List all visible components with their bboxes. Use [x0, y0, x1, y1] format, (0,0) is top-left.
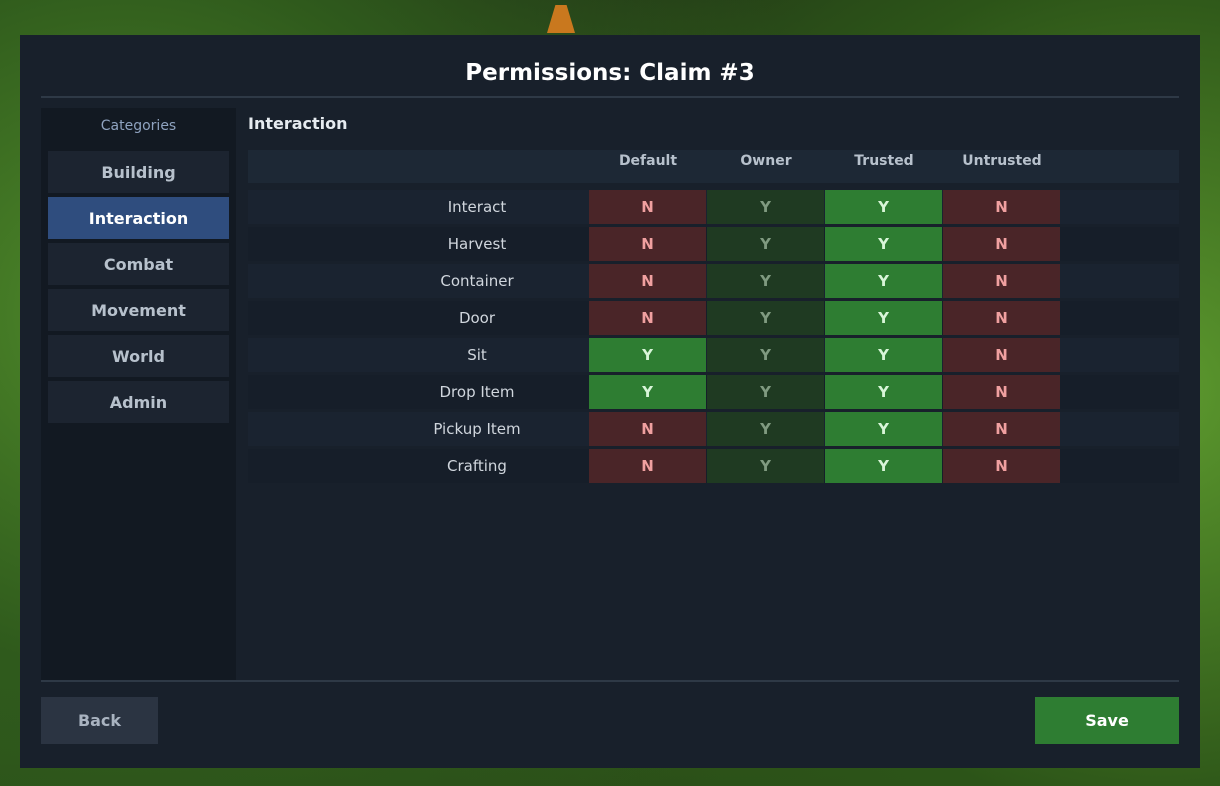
permission-toggle[interactable]: Y: [825, 375, 942, 409]
row-label: Container: [440, 272, 514, 290]
category-button[interactable]: Movement: [48, 289, 229, 331]
category-button[interactable]: Interaction: [48, 197, 229, 239]
sidebar: Categories Building Interaction Combat Move…: [41, 108, 236, 680]
permission-toggle[interactable]: N: [943, 227, 1060, 261]
permission-toggle[interactable]: N: [943, 449, 1060, 483]
column-header: Default: [618, 153, 678, 169]
panel-title: Permissions: Claim #3: [465, 60, 755, 86]
row-label: Pickup Item: [433, 420, 521, 438]
permission-toggle: Y: [707, 338, 824, 372]
permission-toggle[interactable]: N: [943, 412, 1060, 446]
row-label: Crafting: [447, 457, 507, 475]
permission-toggle[interactable]: N: [943, 338, 1060, 372]
category-button[interactable]: Building: [48, 151, 229, 193]
table-header: [248, 150, 1179, 183]
permission-toggle[interactable]: Y: [825, 301, 942, 335]
permission-toggle[interactable]: N: [589, 190, 706, 224]
row-label: Interact: [447, 198, 507, 216]
permission-toggle[interactable]: N: [943, 190, 1060, 224]
permission-toggle: Y: [707, 301, 824, 335]
permission-toggle[interactable]: N: [943, 375, 1060, 409]
row-label: Door: [458, 309, 496, 327]
permission-toggle: Y: [707, 375, 824, 409]
row-label: Drop Item: [439, 383, 515, 401]
permission-toggle[interactable]: N: [589, 301, 706, 335]
permission-toggle: Y: [707, 264, 824, 298]
permission-toggle[interactable]: N: [589, 227, 706, 261]
permission-toggle[interactable]: Y: [825, 264, 942, 298]
permission-toggle[interactable]: Y: [589, 375, 706, 409]
permission-toggle[interactable]: N: [589, 264, 706, 298]
save-button[interactable]: Save: [1035, 697, 1179, 744]
permission-toggle[interactable]: Y: [825, 449, 942, 483]
permission-toggle: Y: [707, 449, 824, 483]
permission-toggle[interactable]: N: [943, 264, 1060, 298]
permission-toggle[interactable]: N: [589, 412, 706, 446]
column-header: Trusted: [854, 153, 914, 169]
permission-toggle[interactable]: Y: [825, 190, 942, 224]
category-button[interactable]: Admin: [48, 381, 229, 423]
row-label: Harvest: [447, 235, 507, 253]
permission-toggle: Y: [707, 412, 824, 446]
permission-toggle[interactable]: N: [943, 301, 1060, 335]
game-object: [547, 5, 575, 33]
permission-toggle: Y: [707, 227, 824, 261]
column-header: Owner: [740, 153, 792, 169]
permission-toggle[interactable]: N: [589, 449, 706, 483]
category-button[interactable]: Combat: [48, 243, 229, 285]
permission-toggle[interactable]: Y: [589, 338, 706, 372]
permission-toggle[interactable]: Y: [825, 338, 942, 372]
divider: [41, 96, 1179, 98]
back-button[interactable]: Back: [41, 697, 158, 744]
sidebar-heading: Categories: [100, 118, 177, 134]
section-title: Interaction: [248, 114, 348, 133]
permission-toggle[interactable]: Y: [825, 227, 942, 261]
permissions-panel: Permissions: Claim #3 Categories Buildin…: [20, 35, 1200, 768]
permission-toggle[interactable]: Y: [825, 412, 942, 446]
column-header: Untrusted: [962, 153, 1042, 169]
content: Interaction Default Owner Trusted Untrusted…: [248, 108, 1179, 680]
row-label: Sit: [467, 346, 487, 364]
category-button[interactable]: World: [48, 335, 229, 377]
permission-toggle: Y: [707, 190, 824, 224]
divider: [41, 680, 1179, 682]
